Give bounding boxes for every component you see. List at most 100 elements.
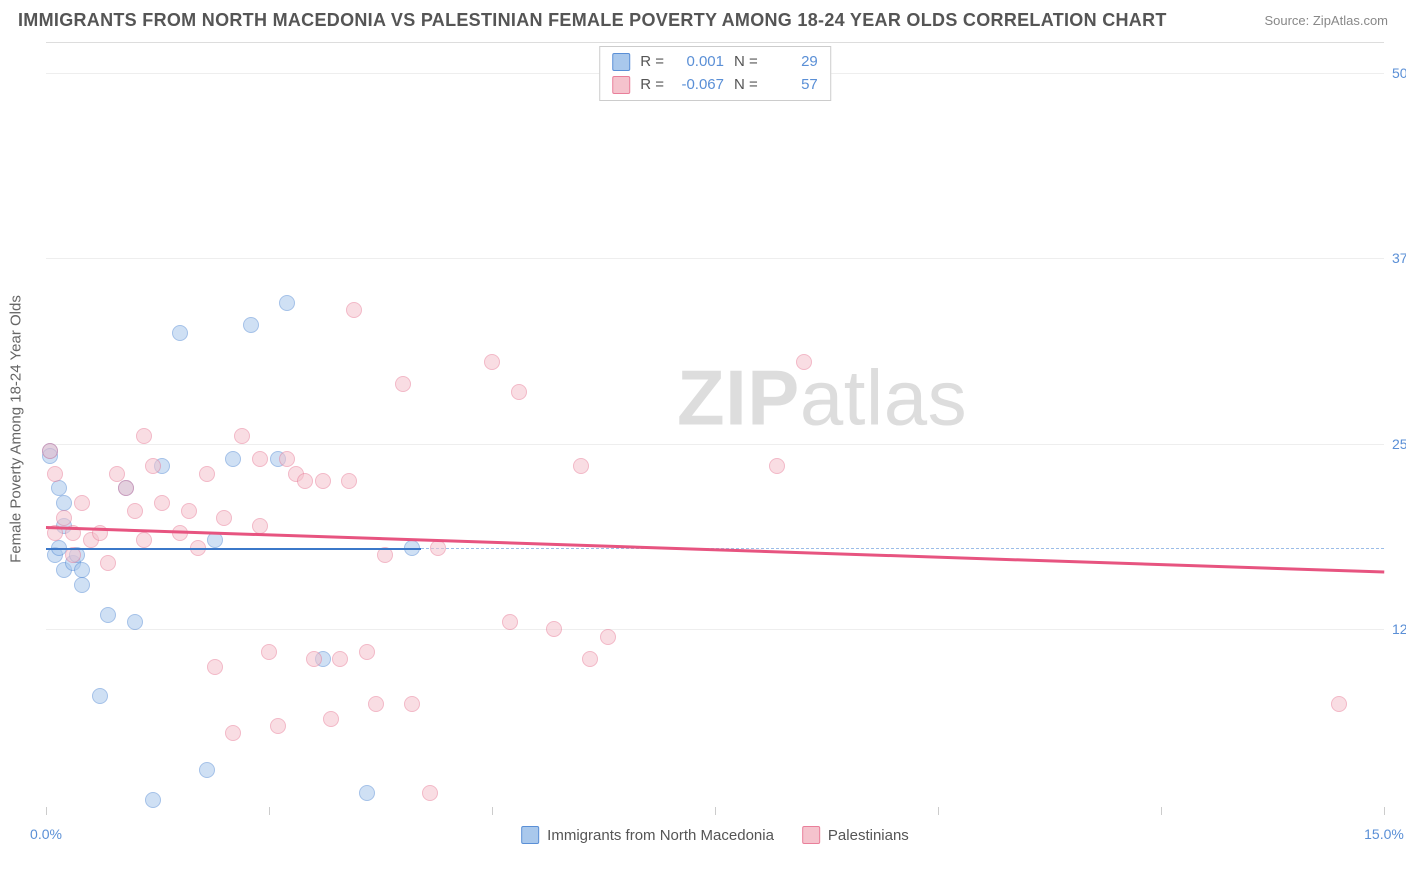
data-point-pink xyxy=(234,428,250,444)
data-point-pink xyxy=(100,555,116,571)
data-point-blue xyxy=(207,532,223,548)
chart-plot-area: Female Poverty Among 18-24 Year Olds ZIP… xyxy=(46,42,1384,814)
data-point-pink xyxy=(315,473,331,489)
data-point-pink xyxy=(109,466,125,482)
data-point-pink xyxy=(47,466,63,482)
data-point-pink xyxy=(199,466,215,482)
data-point-pink xyxy=(306,651,322,667)
data-point-pink xyxy=(297,473,313,489)
data-point-pink xyxy=(1331,696,1347,712)
data-point-pink xyxy=(323,711,339,727)
data-point-pink xyxy=(136,532,152,548)
data-point-blue xyxy=(145,792,161,808)
y-tick-label: 25.0% xyxy=(1392,436,1406,452)
data-point-pink xyxy=(600,629,616,645)
data-point-blue xyxy=(51,480,67,496)
plot-layer: 0.0%15.0% xyxy=(46,43,1384,814)
data-point-pink xyxy=(368,696,384,712)
data-point-pink xyxy=(582,651,598,667)
source-label: Source: ZipAtlas.com xyxy=(1264,13,1388,28)
data-point-pink xyxy=(270,718,286,734)
data-point-pink xyxy=(546,621,562,637)
data-point-pink xyxy=(136,428,152,444)
legend-label-pink: Palestinians xyxy=(828,827,909,844)
data-point-pink xyxy=(404,696,420,712)
r-value-pink: -0.067 xyxy=(674,74,724,97)
n-label-2: N = xyxy=(734,74,758,97)
x-tick xyxy=(715,807,716,815)
bottom-legend: Immigrants from North Macedonia Palestin… xyxy=(521,826,909,844)
chart-header: IMMIGRANTS FROM NORTH MACEDONIA VS PALES… xyxy=(0,0,1406,37)
data-point-pink xyxy=(422,785,438,801)
data-point-pink xyxy=(118,480,134,496)
data-point-pink xyxy=(42,443,58,459)
stats-row-blue: R = 0.001 N = 29 xyxy=(612,51,818,74)
x-tick-label: 0.0% xyxy=(30,826,62,842)
n-label: N = xyxy=(734,51,758,74)
data-point-blue xyxy=(100,607,116,623)
legend-label-blue: Immigrants from North Macedonia xyxy=(547,827,774,844)
data-point-pink xyxy=(346,302,362,318)
data-point-pink xyxy=(261,644,277,660)
data-point-blue xyxy=(127,614,143,630)
data-point-pink xyxy=(332,651,348,667)
trend-line-blue xyxy=(46,548,421,551)
data-point-pink xyxy=(484,354,500,370)
x-tick xyxy=(46,807,47,815)
y-tick-label: 37.5% xyxy=(1392,250,1406,266)
x-tick xyxy=(269,807,270,815)
data-point-pink xyxy=(252,518,268,534)
data-point-pink xyxy=(341,473,357,489)
data-point-pink xyxy=(502,614,518,630)
data-point-blue xyxy=(243,317,259,333)
x-tick xyxy=(492,807,493,815)
gridline-h xyxy=(46,629,1384,630)
data-point-blue xyxy=(199,762,215,778)
data-point-pink xyxy=(430,540,446,556)
legend-swatch-pink-icon xyxy=(802,826,820,844)
data-point-blue xyxy=(279,295,295,311)
data-point-pink xyxy=(127,503,143,519)
data-point-pink xyxy=(181,503,197,519)
x-tick xyxy=(1161,807,1162,815)
data-point-pink xyxy=(573,458,589,474)
data-point-pink xyxy=(216,510,232,526)
data-point-pink xyxy=(225,725,241,741)
data-point-pink xyxy=(279,451,295,467)
data-point-pink xyxy=(207,659,223,675)
swatch-blue-icon xyxy=(612,53,630,71)
stats-row-pink: R = -0.067 N = 57 xyxy=(612,74,818,97)
data-point-pink xyxy=(154,495,170,511)
y-tick-label: 50.0% xyxy=(1392,65,1406,81)
legend-item-blue: Immigrants from North Macedonia xyxy=(521,826,774,844)
x-tick xyxy=(938,807,939,815)
data-point-blue xyxy=(56,495,72,511)
data-point-pink xyxy=(252,451,268,467)
x-tick-label: 15.0% xyxy=(1364,826,1404,842)
stats-legend: R = 0.001 N = 29 R = -0.067 N = 57 xyxy=(599,46,831,101)
gridline-h xyxy=(46,444,1384,445)
r-label: R = xyxy=(640,51,664,74)
n-value-pink: 57 xyxy=(768,74,818,97)
data-point-blue xyxy=(92,688,108,704)
y-axis-label: Female Poverty Among 18-24 Year Olds xyxy=(8,295,25,563)
legend-swatch-blue-icon xyxy=(521,826,539,844)
n-value-blue: 29 xyxy=(768,51,818,74)
data-point-blue xyxy=(74,577,90,593)
y-tick-label: 12.5% xyxy=(1392,621,1406,637)
data-point-pink xyxy=(359,644,375,660)
data-point-pink xyxy=(769,458,785,474)
data-point-pink xyxy=(796,354,812,370)
data-point-blue xyxy=(225,451,241,467)
data-point-pink xyxy=(74,495,90,511)
chart-title: IMMIGRANTS FROM NORTH MACEDONIA VS PALES… xyxy=(18,10,1167,31)
gridline-h xyxy=(46,258,1384,259)
legend-item-pink: Palestinians xyxy=(802,826,909,844)
data-point-blue xyxy=(359,785,375,801)
data-point-pink xyxy=(56,510,72,526)
data-point-blue xyxy=(74,562,90,578)
x-tick xyxy=(1384,807,1385,815)
data-point-pink xyxy=(145,458,161,474)
data-point-pink xyxy=(511,384,527,400)
r-value-blue: 0.001 xyxy=(674,51,724,74)
